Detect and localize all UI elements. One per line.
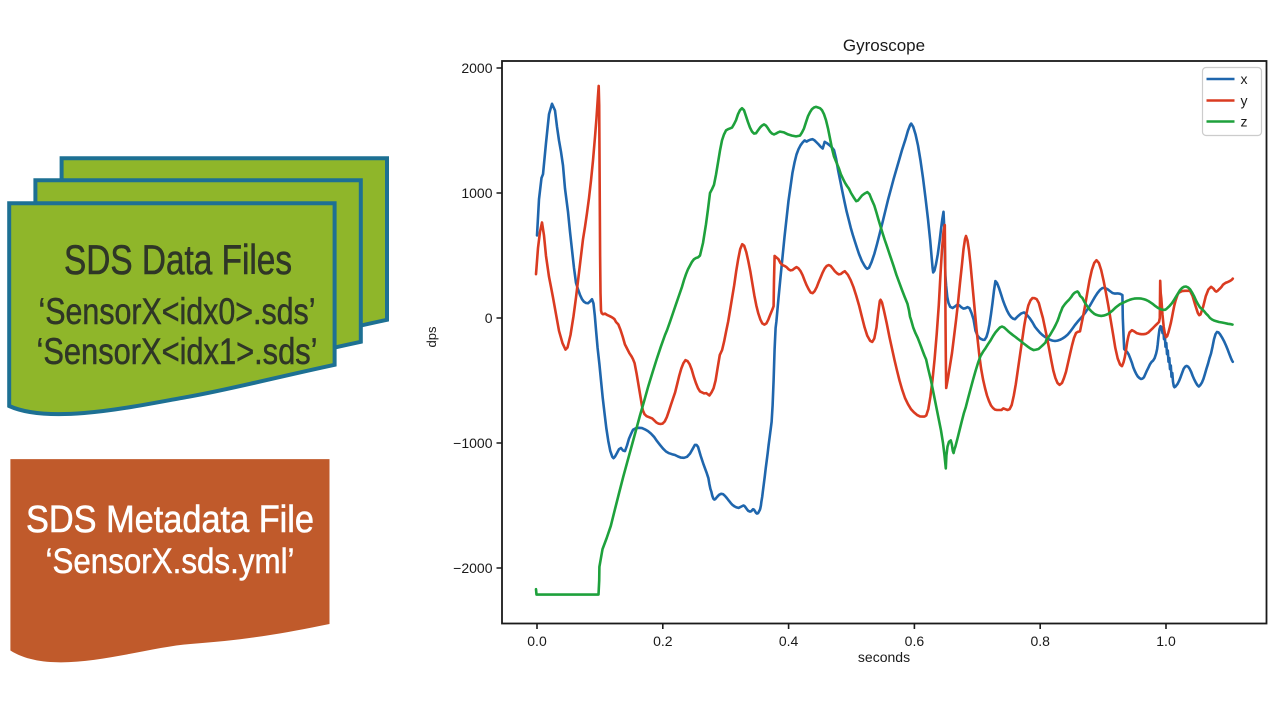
svg-text:0.2: 0.2	[653, 633, 673, 649]
svg-text:−1000: −1000	[453, 435, 493, 451]
svg-text:0.0: 0.0	[527, 633, 547, 649]
svg-text:‘SensorX.sds.yml’: ‘SensorX.sds.yml’	[46, 542, 295, 581]
svg-text:SDS Data Files: SDS Data Files	[64, 236, 292, 283]
svg-text:1.0: 1.0	[1156, 633, 1176, 649]
svg-text:0.6: 0.6	[905, 633, 925, 649]
svg-text:0.8: 0.8	[1030, 633, 1050, 649]
svg-text:dps: dps	[424, 326, 439, 347]
svg-text:‘SensorX<idx0>.sds’: ‘SensorX<idx0>.sds’	[39, 291, 316, 332]
svg-text:−2000: −2000	[453, 560, 493, 576]
svg-text:Gyroscope: Gyroscope	[843, 36, 925, 55]
svg-text:0: 0	[485, 310, 493, 326]
svg-text:SDS Metadata File: SDS Metadata File	[26, 499, 314, 541]
svg-text:y: y	[1241, 93, 1248, 109]
svg-text:z: z	[1241, 114, 1248, 130]
svg-text:‘SensorX<idx1>.sds’: ‘SensorX<idx1>.sds’	[37, 331, 318, 372]
svg-text:x: x	[1241, 71, 1248, 87]
svg-text:1000: 1000	[461, 185, 492, 201]
svg-text:seconds: seconds	[858, 649, 910, 665]
svg-text:0.4: 0.4	[779, 633, 799, 649]
svg-text:2000: 2000	[461, 60, 492, 76]
